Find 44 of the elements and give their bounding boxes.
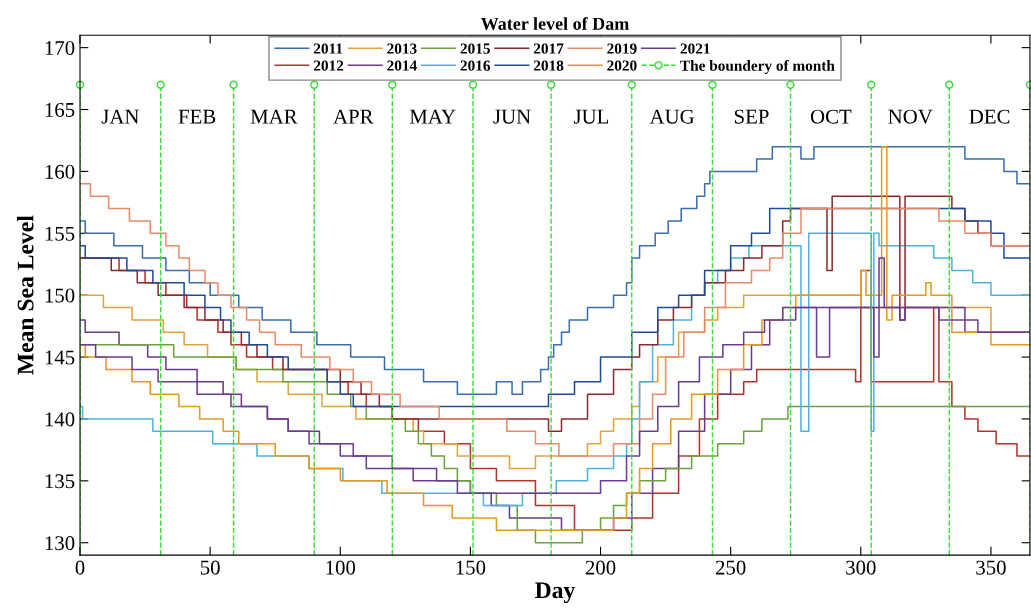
x-tick-label: 350 (976, 560, 1006, 575)
annotation: NOV (888, 109, 933, 124)
y-tick-label: 165 (45, 102, 75, 117)
legend-label: 2013 (387, 43, 417, 54)
x-tick-label: 50 (200, 560, 220, 575)
annotation: FEB (178, 109, 216, 124)
legend-label: The boundery of month (680, 59, 835, 74)
x-tick-label: 250 (715, 560, 746, 575)
y-tick-label: 155 (45, 226, 75, 241)
legend-label: 2019 (607, 43, 637, 54)
legend-label: 2011 (313, 43, 343, 54)
annotation: OCT (810, 109, 852, 124)
x-tick-label: 200 (585, 560, 616, 575)
annotation: SEP (734, 109, 769, 124)
x-axis-title: Day (535, 582, 576, 604)
y-tick-label: 145 (45, 350, 75, 365)
y-tick-label: 130 (45, 536, 75, 551)
annotation: APR (333, 109, 374, 124)
y-tick-label: 135 (45, 474, 75, 489)
y-tick-label: 160 (45, 164, 75, 179)
x-tick-label: 0 (75, 560, 85, 575)
annotation: JUN (493, 109, 531, 124)
y-axis-title: Mean Sea Level (16, 215, 34, 375)
x-tick-label: 100 (326, 560, 356, 575)
legend-label: 2018 (533, 60, 564, 71)
y-tick-label: 140 (45, 412, 75, 427)
legend-label: 2012 (313, 60, 344, 71)
legend-label: 2015 (460, 43, 490, 54)
annotation: AUG (649, 109, 695, 124)
annotation: MAR (250, 109, 298, 124)
legend-label: 2017 (533, 43, 564, 54)
annotation: DEC (969, 109, 1010, 124)
x-tick-label: 300 (846, 560, 876, 575)
legend-label: 2021 (680, 43, 710, 54)
x-tick-label: 150 (456, 560, 486, 575)
legend-label: 2016 (460, 60, 491, 71)
annotation: JAN (101, 109, 139, 124)
y-tick-label: 150 (45, 288, 75, 303)
annotation: MAY (409, 109, 456, 124)
annotation: JUL (573, 109, 609, 124)
chart-title: Water level of Dam (480, 17, 629, 30)
legend-label: 2020 (607, 60, 637, 71)
legend-label: 2014 (387, 60, 417, 71)
y-tick-label: 170 (45, 41, 75, 56)
